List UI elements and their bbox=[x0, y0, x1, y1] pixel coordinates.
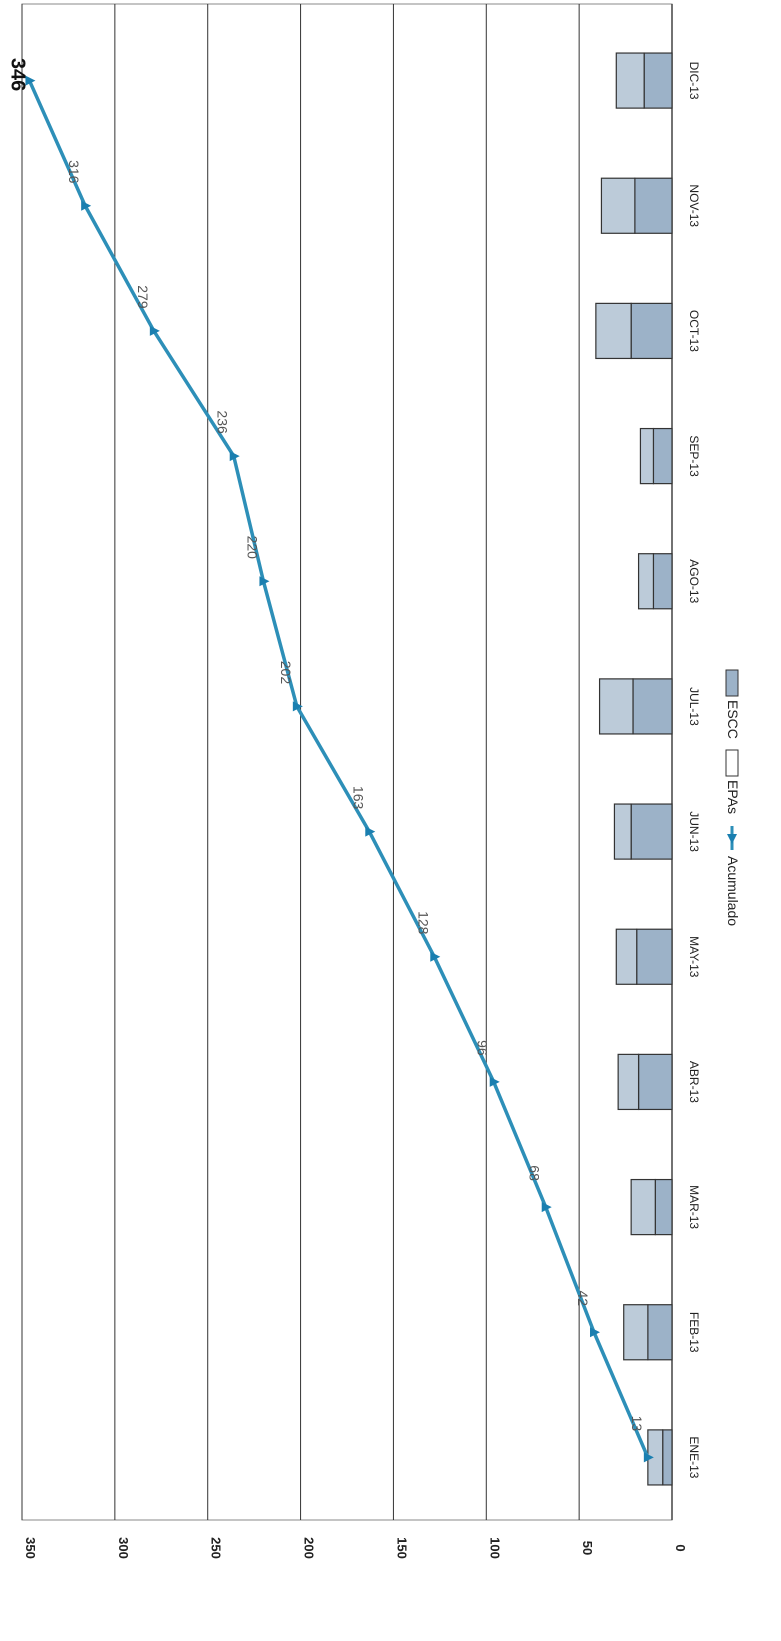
bar-escc-SEP-13 bbox=[652, 427, 673, 485]
bar-epas-DIC-13 bbox=[615, 52, 645, 109]
bar-epas-ABR-13 bbox=[617, 1053, 640, 1111]
bar-epas-FEB-13 bbox=[623, 1304, 649, 1361]
bar-escc-DIC-13 bbox=[643, 52, 673, 109]
category-label-ENE-13: ENE-13 bbox=[687, 1436, 701, 1478]
marker-acumulado-JUL-13 bbox=[292, 701, 303, 712]
tick-label-50: 50 bbox=[580, 1541, 595, 1555]
category-label-JUN-13: JUN-13 bbox=[687, 811, 701, 852]
bar-escc-MAR-13 bbox=[654, 1178, 673, 1236]
category-axis-labels: ENE-13 FEB-13 MAR-13 ABR-13 MAY-13 JUN-13 JUL-… bbox=[687, 62, 701, 1479]
category-label-JUL-13: JUL-13 bbox=[687, 687, 701, 726]
data-label-acumulado-NOV-13: 316 bbox=[66, 160, 82, 184]
line-acumulado bbox=[27, 79, 650, 1459]
marker-acumulado-ABR-13 bbox=[489, 1076, 500, 1087]
tick-label-0: 0 bbox=[673, 1544, 688, 1551]
bar-escc-NOV-13 bbox=[634, 177, 673, 234]
marker-acumulado-MAR-13 bbox=[541, 1202, 552, 1213]
plot-frame bbox=[21, 3, 673, 1521]
category-label-ABR-13: ABR-13 bbox=[687, 1061, 701, 1103]
marker-acumulado-SEP-13 bbox=[229, 451, 240, 462]
legend-group: ESCC EPAs Acumulado bbox=[725, 669, 741, 926]
tick-label-100: 100 bbox=[487, 1537, 502, 1559]
bar-escc-OCT-13 bbox=[630, 302, 673, 360]
marker-acumulado-MAY-13 bbox=[430, 951, 441, 962]
tick-label-300: 300 bbox=[116, 1537, 131, 1559]
category-label-FEB-13: FEB-13 bbox=[687, 1312, 701, 1353]
data-label-acumulado-FEB-13: 42 bbox=[575, 1290, 591, 1306]
data-label-acumulado-MAR-13: 68 bbox=[527, 1165, 543, 1181]
bar-escc-FEB-13 bbox=[647, 1304, 673, 1361]
category-label-NOV-13: NOV-13 bbox=[687, 184, 701, 227]
bar-epas-SEP-13 bbox=[639, 427, 655, 485]
tick-label-350: 350 bbox=[23, 1537, 38, 1559]
data-label-acumulado-ENE-13: 13 bbox=[629, 1416, 645, 1432]
marker-acumulado-JUN-13 bbox=[365, 826, 376, 837]
bar-epas-OCT-13 bbox=[595, 302, 632, 360]
data-label-acumulado-OCT-13: 279 bbox=[135, 285, 151, 309]
plot-area: 13 42 68 96 128 163 202 220 236 279 316 346 bbox=[6, 3, 673, 1521]
value-axis-ticks: 0 50 100 150 200 250 300 350 bbox=[23, 1537, 688, 1559]
marker-acumulado-AGO-13 bbox=[259, 576, 270, 587]
bar-epas-JUN-13 bbox=[613, 803, 632, 860]
marker-acumulado-FEB-13 bbox=[590, 1327, 600, 1338]
legend-swatch-epas bbox=[725, 749, 739, 777]
legend-swatch-escc bbox=[725, 669, 739, 697]
bar-escc-JUL-13 bbox=[632, 678, 673, 735]
legend-label-escc: ESCC bbox=[725, 700, 741, 739]
data-label-acumulado-SEP-13: 236 bbox=[215, 410, 231, 434]
marker-acumulado-DIC-13 bbox=[25, 75, 36, 86]
data-label-acumulado-MAY-13: 128 bbox=[415, 911, 431, 935]
data-label-acumulado-JUN-13: 163 bbox=[350, 786, 366, 810]
data-label-acumulado-JUL-13: 202 bbox=[278, 661, 294, 685]
bar-escc-MAY-13 bbox=[636, 928, 673, 985]
category-label-DIC-13: DIC-13 bbox=[687, 62, 701, 100]
category-label-AGO-13: AGO-13 bbox=[687, 559, 701, 603]
marker-acumulado-OCT-13 bbox=[149, 325, 160, 336]
bar-escc-ABR-13 bbox=[637, 1053, 673, 1111]
category-label-OCT-13: OCT-13 bbox=[687, 310, 701, 352]
data-label-acumulado-ABR-13: 96 bbox=[475, 1040, 491, 1056]
legend-label-acumulado: Acumulado bbox=[725, 856, 741, 926]
legend-label-epas: EPAs bbox=[725, 780, 741, 814]
marker-acumulado-ENE-13 bbox=[643, 1452, 654, 1463]
bar-epas-MAR-13 bbox=[630, 1178, 656, 1236]
legend: ESCC EPAs Acumulado bbox=[725, 669, 741, 926]
legend-marker-acumulado bbox=[727, 834, 737, 844]
category-label-MAR-13: MAR-13 bbox=[687, 1185, 701, 1229]
bar-epas-NOV-13 bbox=[600, 177, 636, 234]
bar-epas-JUL-13 bbox=[598, 678, 634, 735]
tick-label-200: 200 bbox=[302, 1537, 317, 1559]
bar-epas-MAY-13 bbox=[615, 928, 638, 985]
data-label-acumulado-DIC-13: 346 bbox=[6, 58, 28, 91]
bar-escc-ENE-13 bbox=[662, 1429, 673, 1486]
data-label-acumulado-AGO-13: 220 bbox=[244, 536, 260, 560]
bar-epas-AGO-13 bbox=[637, 553, 655, 610]
bar-escc-JUN-13 bbox=[630, 803, 673, 860]
bar-escc-AGO-13 bbox=[652, 553, 673, 610]
tick-label-250: 250 bbox=[209, 1537, 224, 1559]
tick-label-150: 150 bbox=[394, 1537, 409, 1559]
marker-acumulado-NOV-13 bbox=[81, 200, 92, 211]
category-label-MAY-13: MAY-13 bbox=[687, 936, 701, 978]
category-label-SEP-13: SEP-13 bbox=[687, 435, 701, 477]
